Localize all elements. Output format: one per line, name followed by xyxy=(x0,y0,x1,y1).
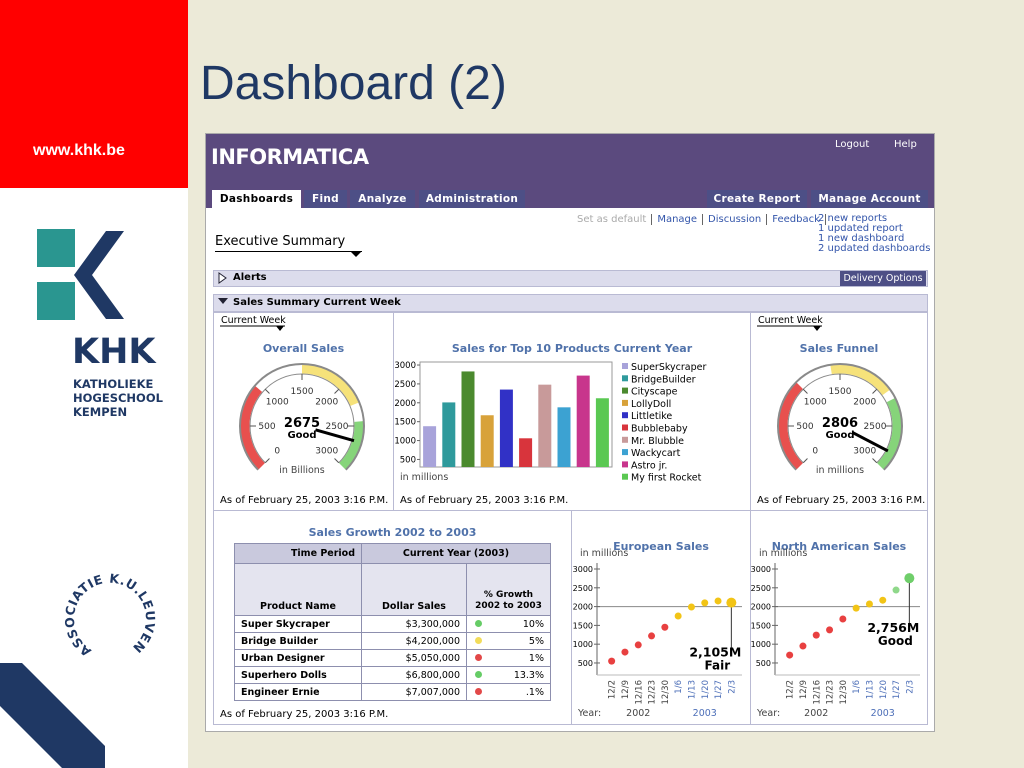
tab[interactable]: Create Report xyxy=(707,190,807,208)
logo-line: KEMPEN xyxy=(73,405,127,419)
table-title: Sales Growth 2002 to 2003 xyxy=(308,526,477,539)
product-name: Super Skycraper xyxy=(234,615,362,633)
logo-line: HOGESCHOOL xyxy=(73,391,164,405)
slide-title: Dashboard (2) xyxy=(200,57,507,110)
notice[interactable]: 2 updated dashboards xyxy=(818,243,931,254)
dollar-sales: $4,200,000 xyxy=(361,632,467,650)
association-logo: ASSOCIATIE K.U.LEUVEN xyxy=(62,571,159,660)
help-link[interactable]: Help xyxy=(894,139,917,150)
status-dot xyxy=(475,688,482,695)
tab[interactable]: Dashboards xyxy=(212,190,301,208)
growth-cell: 1% xyxy=(466,649,551,667)
panel xyxy=(213,312,394,511)
growth-value: 5% xyxy=(528,635,544,647)
growth-cell: 5% xyxy=(466,632,551,650)
status-dot xyxy=(475,654,482,661)
growth-value: 1% xyxy=(528,652,544,664)
site-url: www.khk.be xyxy=(33,142,125,159)
notice[interactable]: 1 new dashboard xyxy=(818,233,905,244)
table-header: Time Period xyxy=(234,543,362,564)
status-dot xyxy=(475,637,482,644)
table-header: Current Year (2003) xyxy=(361,543,551,564)
dollar-sales: $6,800,000 xyxy=(361,666,467,684)
column-header: % Growth 2002 to 2003 xyxy=(466,563,551,616)
tab[interactable]: Find xyxy=(304,190,347,208)
notice[interactable]: 1 updated report xyxy=(818,223,903,234)
logo-chevron xyxy=(74,231,124,319)
dropdown-arrow xyxy=(351,252,361,257)
timestamp: As of February 25, 2003 3:16 P.M. xyxy=(220,709,389,720)
panel xyxy=(750,312,928,511)
logo-name: KHK xyxy=(72,332,157,372)
table-row: Urban Designer $5,050,000 1% xyxy=(234,649,551,667)
product-name: Bridge Builder xyxy=(234,632,362,650)
action-links: Set as default Manage Discussion Feedbac… xyxy=(577,214,826,225)
page-title: Executive Summary xyxy=(215,234,346,249)
table-row: Engineer Ernie $7,007,000 .1% xyxy=(234,683,551,701)
tab[interactable]: Analyze xyxy=(350,190,415,208)
panel xyxy=(393,312,751,511)
separator xyxy=(824,214,826,225)
link[interactable]: Discussion xyxy=(702,214,766,225)
title-underline xyxy=(215,251,362,252)
expanded-arrow xyxy=(218,298,228,304)
collapsed-arrow xyxy=(218,272,227,284)
growth-value: 13.3% xyxy=(513,669,544,681)
notices: 2 new reports 1 updated report 1 new das… xyxy=(818,214,930,254)
red-block xyxy=(0,0,188,188)
growth-value: 10% xyxy=(522,618,544,630)
growth-cell: 13.3% xyxy=(466,666,551,684)
summary-label: Sales Summary Current Week xyxy=(233,297,401,308)
column-header: Dollar Sales xyxy=(361,563,467,616)
growth-value: .1% xyxy=(525,686,544,698)
panel xyxy=(750,510,928,725)
product-name: Urban Designer xyxy=(234,649,362,667)
dollar-sales: $7,007,000 xyxy=(361,683,467,701)
logo-line: KATHOLIEKE xyxy=(73,377,154,391)
table-row: Bridge Builder $4,200,000 5% xyxy=(234,632,551,650)
table-row: Superhero Dolls $6,800,000 13.3% xyxy=(234,666,551,684)
brand: INFORMATICA xyxy=(211,145,369,169)
tab[interactable]: Manage Account xyxy=(811,190,928,208)
summary-bar[interactable] xyxy=(213,294,928,312)
dollar-sales: $5,050,000 xyxy=(361,649,467,667)
status-dot xyxy=(475,671,482,678)
corner-shape xyxy=(0,663,105,768)
notice[interactable]: 2 new reports xyxy=(818,213,888,224)
logout-link[interactable]: Logout xyxy=(835,139,870,150)
link[interactable]: Feedback xyxy=(766,214,825,225)
delivery-button[interactable]: Delivery Options xyxy=(840,271,926,286)
table-row: Super Skycraper $3,300,000 10% xyxy=(234,615,551,633)
product-name: Engineer Ernie xyxy=(234,683,362,701)
status-dot xyxy=(475,620,482,627)
association-text: ASSOCIATIE K.U.LEUVEN xyxy=(62,571,158,660)
column-header: Product Name xyxy=(234,563,362,616)
alerts-label: Alerts xyxy=(233,272,267,283)
logo-square xyxy=(37,229,75,267)
growth-table: Time Period Current Year (2003) Product N… xyxy=(234,543,551,701)
link[interactable]: Set as default xyxy=(577,214,647,225)
logo-square xyxy=(37,282,75,320)
tab[interactable]: Administration xyxy=(419,190,525,208)
link[interactable]: Manage xyxy=(651,214,702,225)
panel xyxy=(571,510,751,725)
growth-cell: 10% xyxy=(466,615,551,633)
product-name: Superhero Dolls xyxy=(234,666,362,684)
alerts-bar[interactable] xyxy=(213,270,928,287)
logos: KHK KATHOLIEKE HOGESCHOOL KEMPEN ASSOCIA… xyxy=(0,229,164,768)
growth-cell: .1% xyxy=(466,683,551,701)
dollar-sales: $3,300,000 xyxy=(361,615,467,633)
